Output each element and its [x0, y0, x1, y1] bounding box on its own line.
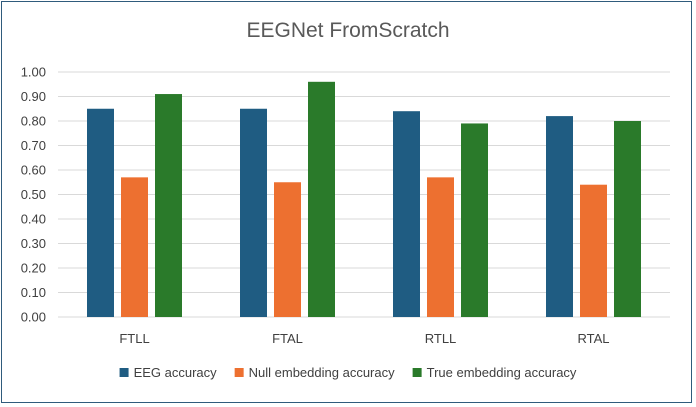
y-tick-label: 0.40 — [21, 212, 46, 227]
bar-rtal-series-1 — [580, 184, 607, 317]
bar-ftal-series-2 — [308, 81, 335, 317]
bar-ftal-series-0 — [240, 108, 267, 317]
legend-label: EEG accuracy — [134, 365, 218, 380]
legend-swatch — [234, 368, 244, 377]
bar-ftll-series-2 — [155, 94, 182, 317]
legend: EEG accuracy Null embedding accuracy True … — [119, 365, 577, 380]
y-tick-label: 0.90 — [21, 89, 46, 104]
legend-label: Null embedding accuracy — [249, 365, 395, 380]
y-tick-label: 0.00 — [21, 310, 46, 325]
y-tick-label: 0.30 — [21, 236, 46, 251]
bar-rtal-series-2 — [614, 121, 641, 317]
y-tick-label: 0.80 — [21, 114, 46, 129]
bar-ftll-series-1 — [121, 177, 148, 317]
grid-layer — [58, 71, 670, 318]
bar-rtal-series-0 — [546, 116, 573, 317]
chart-title: EEGNet FromScratch — [246, 19, 450, 42]
y-tick-label: 0.50 — [21, 187, 46, 202]
bar-rtll-series-1 — [427, 177, 454, 317]
legend-swatch — [412, 368, 422, 377]
y-tick-label: 1.00 — [21, 65, 46, 80]
bar-ftll-series-0 — [87, 108, 114, 317]
x-category-label: FTLL — [119, 331, 149, 346]
x-category-label: RTAL — [577, 331, 609, 346]
x-category-label: FTAL — [272, 331, 303, 346]
y-tick-label: 0.10 — [21, 285, 46, 300]
legend-label: True embedding accuracy — [427, 365, 577, 380]
axis-layer: 0.00 0.10 0.20 0.30 0.40 0.50 0.60 0.70 0.80 0.90… — [21, 65, 610, 347]
bar-layer — [87, 81, 641, 317]
bar-ftal-series-1 — [274, 182, 301, 317]
y-tick-label: 0.60 — [21, 163, 46, 178]
legend-swatch — [119, 368, 129, 377]
bar-rtll-series-0 — [393, 111, 420, 317]
x-category-label: RTLL — [425, 331, 457, 346]
y-tick-label: 0.70 — [21, 138, 46, 153]
bar-rtll-series-2 — [461, 123, 488, 317]
y-tick-label: 0.20 — [21, 261, 46, 276]
